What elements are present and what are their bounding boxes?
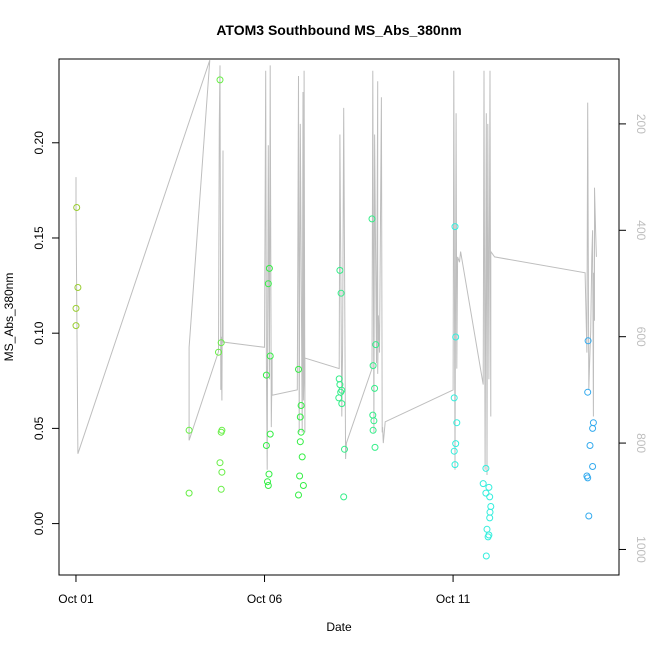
data-point-0-1 — [74, 284, 82, 291]
data-point-4-17 — [484, 533, 492, 541]
data-point-2-2 — [266, 352, 274, 360]
data-point-3-6 — [335, 394, 343, 402]
data-point-4-12 — [487, 503, 495, 510]
data-point-0-2 — [72, 304, 80, 312]
x-tick-label: Oct 11 — [436, 592, 471, 606]
data-point-0-3 — [72, 322, 80, 330]
data-point-4-0 — [451, 223, 459, 231]
right-tick-label: 400 — [634, 220, 648, 240]
data-point-3-11 — [372, 341, 380, 349]
data-point-3-10 — [368, 215, 376, 223]
data-point-3-9 — [340, 493, 348, 501]
y-tick-label: 0.20 — [32, 131, 46, 155]
data-point-4-15 — [483, 525, 491, 533]
data-point-5-1 — [584, 388, 592, 396]
data-point-4-4 — [452, 440, 460, 448]
data-point-3-5 — [337, 388, 345, 396]
y-tick-label: 0.00 — [32, 512, 46, 536]
data-point-3-16 — [369, 426, 377, 434]
data-point-5-4 — [586, 442, 594, 449]
x-axis-label: Date — [326, 620, 352, 634]
x-tick-label: Oct 01 — [58, 592, 94, 606]
data-point-5-5 — [589, 463, 597, 470]
data-point-2-5 — [262, 442, 270, 449]
right-tick-label: 1000 — [634, 536, 648, 563]
y-tick-label: 0.15 — [32, 226, 46, 250]
data-point-4-11 — [486, 493, 494, 501]
data-point-3-12 — [369, 362, 377, 370]
y-axis-label: MS_Abs_380nm — [2, 273, 16, 362]
data-point-5-8 — [585, 512, 593, 520]
data-point-2-1 — [264, 280, 272, 288]
data-point-4-9 — [482, 489, 490, 497]
data-point-5-2 — [589, 419, 597, 427]
data-point-3-7 — [338, 400, 346, 408]
data-point-2-15 — [296, 472, 304, 480]
data-point-5-7 — [584, 474, 592, 482]
data-point-3-0 — [336, 266, 344, 274]
data-point-1-8 — [218, 468, 226, 476]
data-point-2-0 — [265, 264, 273, 272]
data-point-0-0 — [73, 204, 81, 211]
data-point-2-12 — [297, 428, 305, 436]
y-tick-label: 0.10 — [32, 321, 46, 345]
data-point-1-9 — [217, 485, 225, 493]
data-point-4-6 — [451, 461, 459, 469]
right-tick-label: 800 — [634, 433, 648, 453]
data-point-4-13 — [486, 508, 494, 516]
data-point-1-3 — [215, 348, 222, 356]
data-point-1-0 — [185, 426, 193, 434]
data-point-2-14 — [298, 453, 306, 461]
chart-title: ATOM3 Southbound MS_Abs_380nm — [216, 22, 461, 38]
data-point-2-7 — [264, 478, 271, 486]
data-point-3-14 — [369, 411, 377, 419]
data-point-3-13 — [371, 384, 379, 392]
data-point-4-3 — [453, 419, 461, 427]
data-point-4-2 — [450, 394, 458, 402]
data-point-5-0 — [584, 337, 592, 345]
data-point-2-17 — [295, 491, 302, 499]
data-point-5-3 — [589, 424, 597, 432]
line-series-path — [75, 59, 597, 476]
data-point-2-16 — [299, 482, 307, 489]
data-point-4-14 — [486, 514, 494, 522]
data-point-3-17 — [371, 443, 379, 451]
right-tick-label: 600 — [634, 327, 648, 347]
data-point-2-9 — [295, 365, 302, 373]
data-point-2-13 — [296, 438, 304, 446]
data-point-4-18 — [482, 552, 490, 560]
data-point-4-8 — [479, 480, 487, 488]
data-point-1-1 — [185, 489, 193, 497]
data-point-1-4 — [217, 339, 225, 347]
data-point-2-4 — [266, 430, 274, 438]
x-tick-label: Oct 06 — [247, 592, 283, 606]
data-point-2-8 — [264, 482, 272, 489]
data-point-3-15 — [370, 417, 378, 425]
data-point-1-6 — [217, 428, 225, 436]
y-tick-label: 0.05 — [32, 416, 46, 440]
data-point-4-10 — [485, 483, 493, 491]
data-point-4-1 — [452, 333, 460, 341]
data-point-3-8 — [341, 445, 348, 453]
data-point-1-7 — [216, 459, 224, 467]
data-point-4-7 — [482, 464, 490, 472]
data-point-3-1 — [337, 289, 345, 297]
right-tick-label: 200 — [634, 114, 648, 134]
plot-area: Oct 01 Oct 06 Oct 11 0.00 0.05 0.10 0.15 0.20 20… — [32, 58, 648, 606]
data-point-2-6 — [265, 470, 273, 478]
data-point-1-2 — [216, 76, 224, 84]
data-point-4-5 — [450, 447, 458, 455]
data-point-2-11 — [296, 413, 304, 421]
data-point-2-3 — [262, 371, 270, 379]
data-point-2-10 — [297, 402, 305, 409]
plot-frame — [58, 58, 620, 576]
